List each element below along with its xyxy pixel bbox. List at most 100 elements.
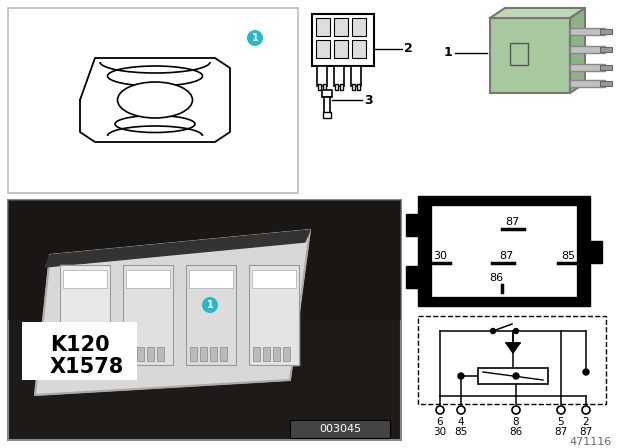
Bar	[570, 28, 605, 35]
Bar	[312, 14, 374, 66]
Polygon shape	[490, 8, 585, 18]
Text: 87: 87	[499, 251, 513, 261]
Bar	[570, 46, 605, 53]
Bar	[600, 81, 612, 86]
Bar	[600, 65, 612, 70]
Bar	[64, 347, 71, 361]
Bar	[334, 66, 344, 86]
Bar	[406, 214, 420, 236]
Text: 003045: 003045	[319, 424, 361, 434]
Polygon shape	[123, 265, 173, 365]
Polygon shape	[35, 230, 310, 395]
Circle shape	[436, 406, 444, 414]
Text: 1: 1	[444, 47, 452, 60]
Bar	[318, 84, 321, 90]
Bar	[322, 90, 332, 97]
Bar	[323, 112, 331, 118]
Bar	[334, 40, 348, 58]
Bar	[432, 206, 576, 296]
Text: 2: 2	[404, 43, 413, 56]
Circle shape	[458, 373, 464, 379]
Bar	[352, 40, 366, 58]
Bar	[418, 196, 590, 306]
Ellipse shape	[118, 82, 193, 118]
Text: 4: 4	[458, 417, 464, 427]
Bar	[263, 347, 270, 361]
Bar	[335, 84, 338, 90]
Bar	[588, 241, 602, 263]
Bar	[157, 347, 164, 361]
Polygon shape	[506, 343, 520, 353]
Bar	[406, 266, 420, 288]
Bar	[210, 347, 217, 361]
Text: 3: 3	[364, 94, 372, 107]
Circle shape	[247, 30, 263, 46]
Bar	[94, 347, 101, 361]
Circle shape	[583, 369, 589, 375]
Text: 85: 85	[454, 427, 468, 437]
Bar	[283, 347, 290, 361]
Bar	[418, 316, 606, 404]
Bar	[8, 8, 298, 193]
Bar	[357, 84, 360, 90]
Bar	[22, 322, 137, 380]
Text: 471116: 471116	[570, 437, 612, 447]
Bar	[510, 43, 528, 65]
Text: X1578: X1578	[50, 357, 124, 377]
Ellipse shape	[115, 116, 195, 133]
Text: K120: K120	[50, 335, 109, 355]
Bar	[63, 270, 107, 288]
Bar	[290, 420, 390, 438]
Bar	[189, 270, 233, 288]
Bar	[126, 270, 170, 288]
Text: 6: 6	[436, 417, 444, 427]
Bar	[334, 18, 348, 36]
Bar	[74, 347, 81, 361]
Text: 87: 87	[505, 217, 519, 227]
Bar	[600, 47, 612, 52]
Circle shape	[513, 328, 518, 333]
Circle shape	[457, 406, 465, 414]
Bar	[317, 66, 327, 86]
Bar	[84, 347, 91, 361]
Text: 86: 86	[509, 427, 523, 437]
Text: 1: 1	[252, 33, 259, 43]
Polygon shape	[249, 265, 299, 365]
Text: 5: 5	[557, 417, 564, 427]
Bar	[253, 347, 260, 361]
Text: 2: 2	[582, 417, 589, 427]
Bar	[478, 368, 548, 384]
Bar	[137, 347, 144, 361]
Text: 30: 30	[433, 427, 447, 437]
Bar	[8, 200, 401, 320]
Circle shape	[202, 297, 218, 313]
Polygon shape	[80, 58, 230, 142]
Bar	[490, 18, 570, 93]
Bar	[127, 347, 134, 361]
Bar	[600, 29, 612, 34]
Bar	[570, 64, 605, 71]
Circle shape	[512, 406, 520, 414]
Polygon shape	[45, 230, 310, 267]
Bar	[324, 97, 330, 117]
Text: 86: 86	[489, 273, 503, 283]
Bar	[570, 80, 605, 87]
Circle shape	[582, 406, 590, 414]
Polygon shape	[570, 8, 585, 93]
Circle shape	[557, 406, 565, 414]
Ellipse shape	[108, 66, 202, 86]
Text: 87: 87	[579, 427, 593, 437]
Bar	[252, 270, 296, 288]
Bar	[340, 84, 343, 90]
Text: 1: 1	[207, 300, 213, 310]
Bar	[352, 84, 355, 90]
Bar	[8, 200, 401, 440]
Text: 8: 8	[513, 417, 519, 427]
Circle shape	[513, 373, 519, 379]
Text: 87: 87	[554, 427, 568, 437]
Bar	[316, 18, 330, 36]
Bar	[273, 347, 280, 361]
Polygon shape	[186, 265, 236, 365]
Bar	[316, 40, 330, 58]
Bar	[190, 347, 197, 361]
